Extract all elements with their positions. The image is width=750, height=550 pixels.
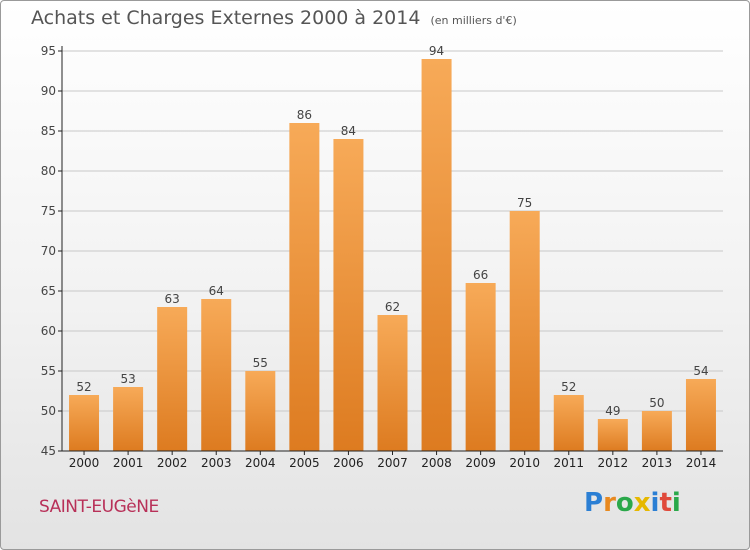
x-tick-label: 2004 [245, 456, 276, 470]
y-tick-label: 80 [41, 164, 56, 178]
bar [509, 211, 540, 451]
data-label: 86 [297, 108, 312, 122]
x-tick-label: 2010 [509, 456, 540, 470]
x-tick-label: 2002 [157, 456, 188, 470]
x-tick-label: 2011 [553, 456, 584, 470]
x-tick-label: 2006 [333, 456, 364, 470]
bar [201, 299, 232, 451]
proxiti-logo-letter: t [659, 488, 672, 518]
y-tick-label: 70 [41, 244, 56, 258]
x-tick-label: 2014 [686, 456, 717, 470]
data-label: 49 [605, 404, 620, 418]
y-tick-label: 85 [41, 124, 56, 138]
x-tick-label: 2001 [113, 456, 144, 470]
data-label: 84 [341, 124, 356, 138]
data-label: 52 [76, 380, 91, 394]
y-tick-label: 65 [41, 284, 56, 298]
proxiti-logo-letter: x [633, 488, 651, 518]
bar [245, 371, 276, 451]
data-label: 63 [165, 292, 180, 306]
bar [69, 395, 100, 451]
proxiti-logo-letter: i [671, 488, 681, 518]
proxiti-logo-letter: r [603, 488, 616, 518]
data-label: 53 [120, 372, 135, 386]
bar [333, 139, 364, 451]
y-tick-label: 55 [41, 364, 56, 378]
data-label: 54 [693, 364, 708, 378]
bar [597, 419, 628, 451]
y-tick-label: 75 [41, 204, 56, 218]
data-label: 55 [253, 356, 268, 370]
y-tick-label: 60 [41, 324, 56, 338]
x-tick-label: 2009 [465, 456, 496, 470]
chart-title: Achats et Charges Externes 2000 à 2014 (e… [31, 7, 517, 29]
bar [641, 411, 672, 451]
data-label: 64 [209, 284, 224, 298]
bar [289, 123, 320, 451]
data-label: 75 [517, 196, 532, 210]
y-tick-label: 45 [41, 444, 56, 458]
chart-title-text: Achats et Charges Externes 2000 à 2014 [31, 7, 421, 29]
x-tick-label: 2003 [201, 456, 232, 470]
bar [421, 59, 452, 451]
chart-unit: (en milliers d'€) [430, 14, 517, 27]
x-tick-label: 2008 [421, 456, 452, 470]
data-label: 66 [473, 268, 488, 282]
data-label: 52 [561, 380, 576, 394]
proxiti-logo: Proxiti [584, 488, 681, 518]
bar [157, 307, 188, 451]
data-label: 94 [429, 44, 444, 58]
proxiti-logo-letter: P [584, 488, 604, 518]
y-tick-label: 90 [41, 84, 56, 98]
bar [113, 387, 144, 451]
y-tick-label: 95 [41, 44, 56, 58]
bar [553, 395, 584, 451]
x-tick-label: 2012 [598, 456, 629, 470]
commune-name: SAINT-EUGèNE [39, 497, 159, 517]
data-label: 50 [649, 396, 664, 410]
data-label: 62 [385, 300, 400, 314]
y-tick-label: 50 [41, 404, 56, 418]
proxiti-logo-letter: o [615, 488, 634, 518]
x-tick-label: 2000 [69, 456, 100, 470]
bar [465, 283, 496, 451]
proxiti-logo-letter: i [650, 488, 660, 518]
x-tick-label: 2013 [642, 456, 673, 470]
bar [685, 379, 716, 451]
bar [377, 315, 408, 451]
x-tick-label: 2005 [289, 456, 320, 470]
x-tick-label: 2007 [377, 456, 408, 470]
